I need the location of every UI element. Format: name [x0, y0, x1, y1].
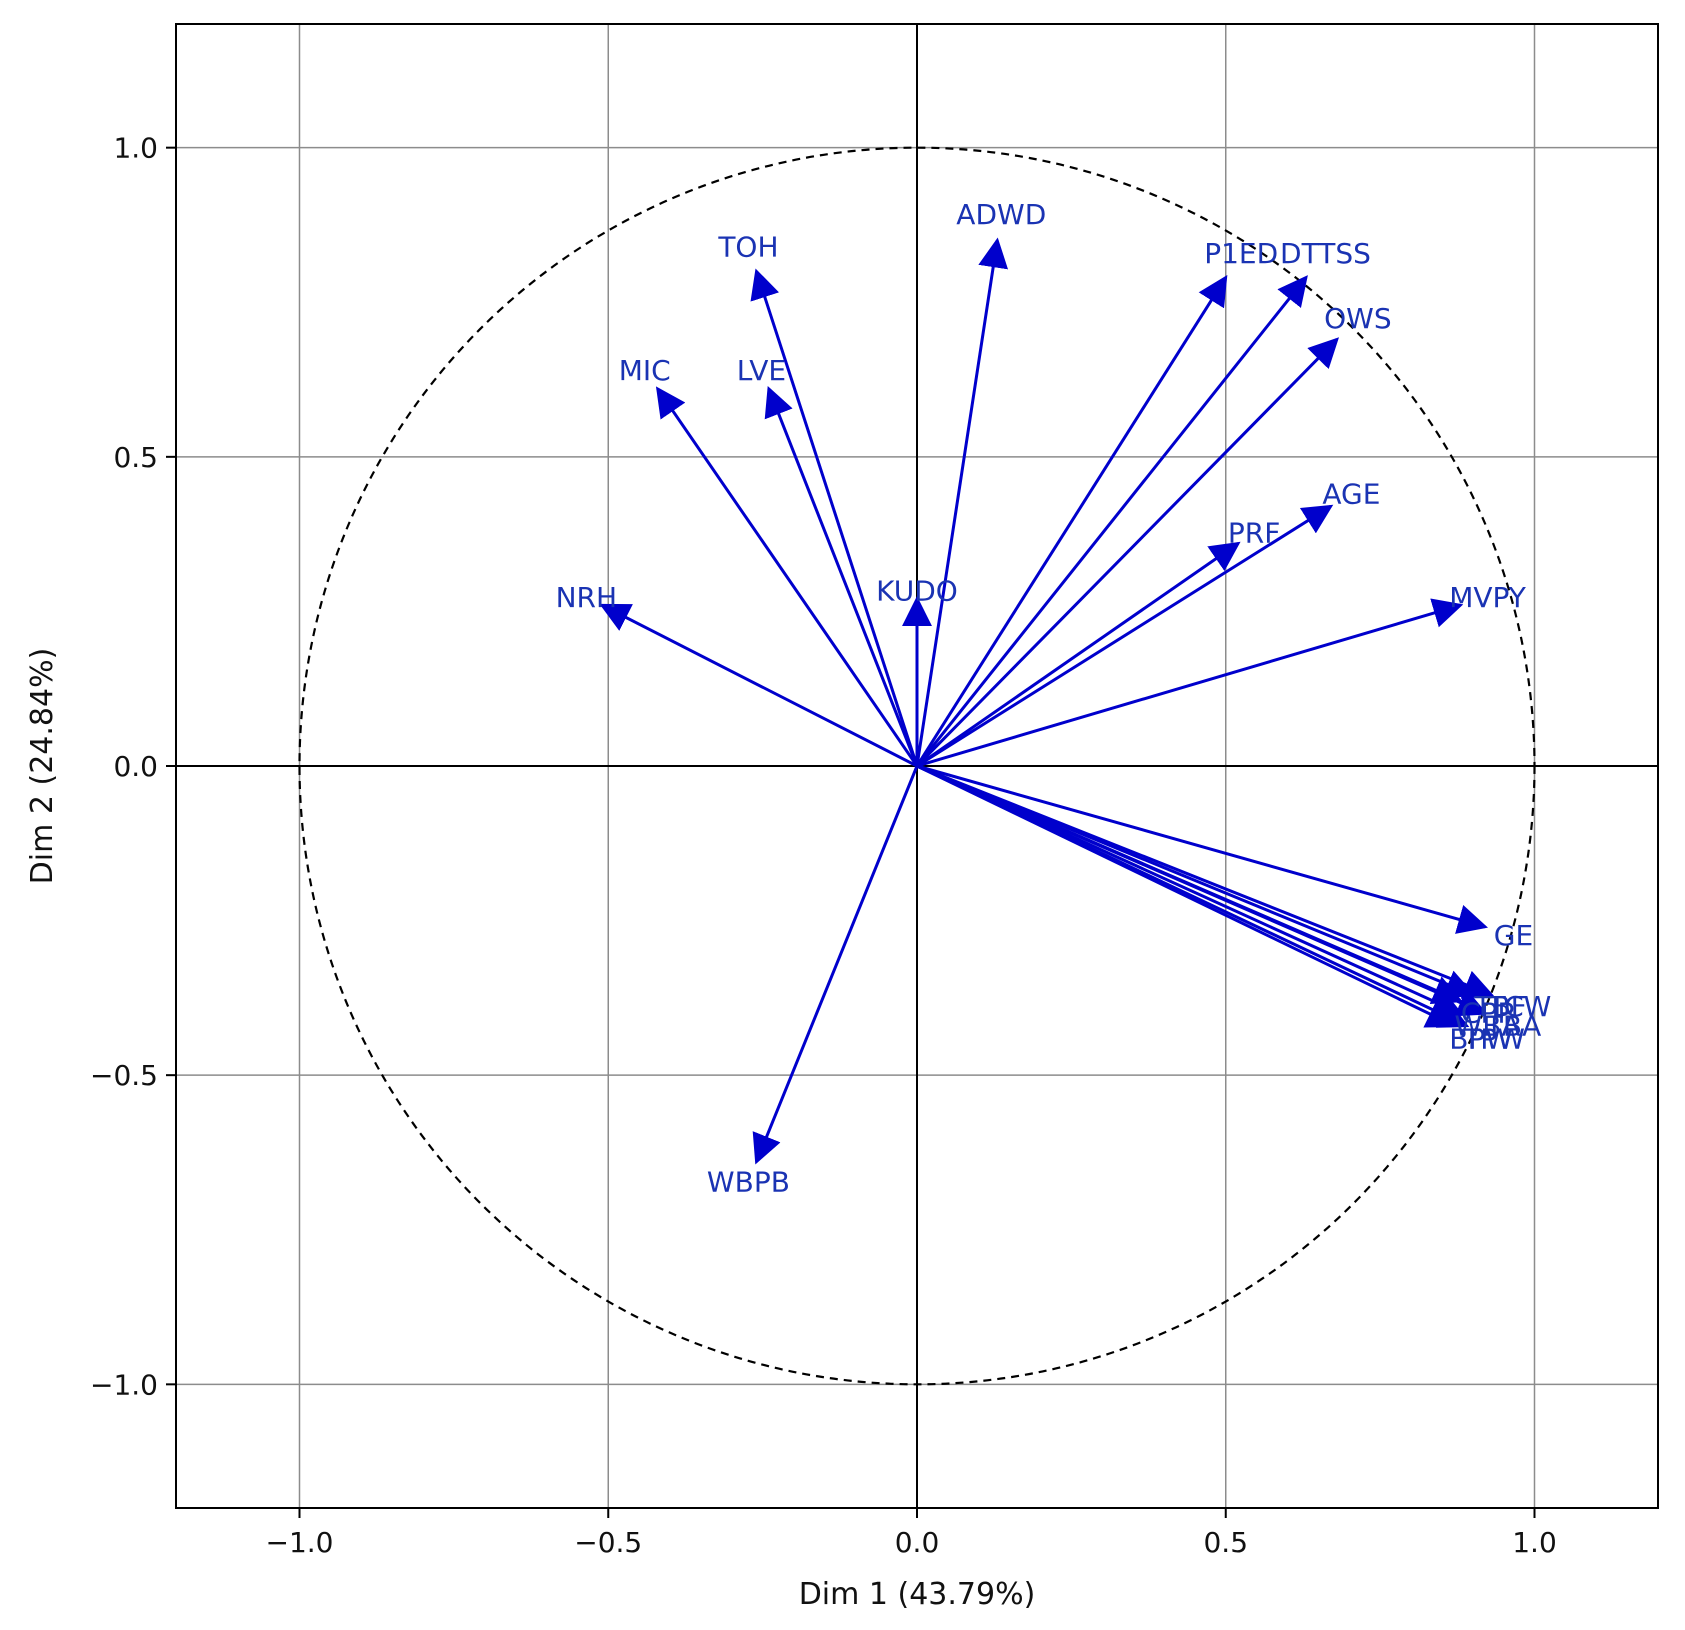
arrow-toh [750, 268, 919, 767]
y-axis-title: Dim 2 (24.84%) [25, 648, 60, 885]
label-age: AGE [1322, 477, 1380, 510]
arrow-prf [916, 541, 1241, 768]
label-tcw: TCW [1488, 990, 1552, 1023]
unit-circle [298, 146, 1536, 1386]
arrow-lve [764, 386, 919, 767]
label-prf: PRF [1228, 516, 1280, 549]
y-tick-label: −1.0 [90, 1368, 158, 1401]
label-kudo: KUDO [876, 575, 958, 608]
arrow-adwd [915, 237, 1009, 767]
y-tick-label: 1.0 [113, 132, 158, 165]
arrow-mic [655, 386, 919, 767]
x-tick-label: 0.0 [895, 1526, 940, 1559]
label-tpw: TPW [1462, 1023, 1525, 1056]
unit-circle-layer [298, 146, 1536, 1386]
x-tick-label: −0.5 [574, 1526, 642, 1559]
arrow-nrh [599, 603, 918, 768]
y-tick-label: 0.0 [113, 750, 158, 783]
arrow-mvpy [916, 598, 1464, 768]
arrow-ge [916, 764, 1488, 934]
label-bpw: BPW [1449, 1023, 1513, 1056]
arrow-bpw [916, 764, 1457, 1028]
y-axis-ticks: −1.0 −0.5 0.0 0.5 1.0 [90, 132, 176, 1401]
arrow-age [916, 504, 1334, 768]
arrow-tba [916, 764, 1488, 1017]
label-tbf: TBF [1473, 990, 1526, 1023]
label-lve: LVE [737, 354, 786, 387]
y-tick-label: −0.5 [90, 1059, 158, 1092]
label-nrh: NRH [556, 581, 617, 614]
label-p1ed: P1ED [1204, 237, 1278, 270]
arrow-tbf [916, 764, 1476, 999]
label-mvpy: MVPY [1449, 581, 1527, 614]
label-wba: WBA [1455, 1010, 1521, 1043]
x-tick-label: 0.5 [1203, 1526, 1248, 1559]
label-ge: GE [1494, 919, 1533, 952]
arrow-p1ed [915, 274, 1228, 767]
x-tick-label: 1.0 [1512, 1526, 1557, 1559]
variable-arrows [599, 237, 1495, 1165]
label-wbpb: WBPB [707, 1166, 790, 1199]
variable-labels: ADWD TOH P1ED DTTSS OWS MIC LVE AGE PRF NRH KUDO MV… [556, 198, 1552, 1198]
label-tba: TBA [1485, 1010, 1541, 1043]
label-ows: OWS [1324, 302, 1392, 335]
x-axis-title: Dim 1 (43.79%) [799, 1577, 1036, 1612]
arrow-ows [915, 337, 1340, 768]
arrow-wbpb [752, 765, 919, 1165]
arrow-dttss [915, 275, 1308, 767]
label-adwd: ADWD [956, 198, 1046, 231]
x-axis-ticks: −1.0 −0.5 0.0 0.5 1.0 [266, 1508, 1557, 1559]
y-tick-label: 0.5 [113, 441, 158, 474]
label-dttss: DTTSS [1280, 237, 1371, 270]
x-tick-label: −1.0 [266, 1526, 334, 1559]
label-cpp: CPP [1461, 997, 1514, 1030]
label-mic: MIC [619, 354, 671, 387]
label-toh: TOH [717, 231, 778, 264]
